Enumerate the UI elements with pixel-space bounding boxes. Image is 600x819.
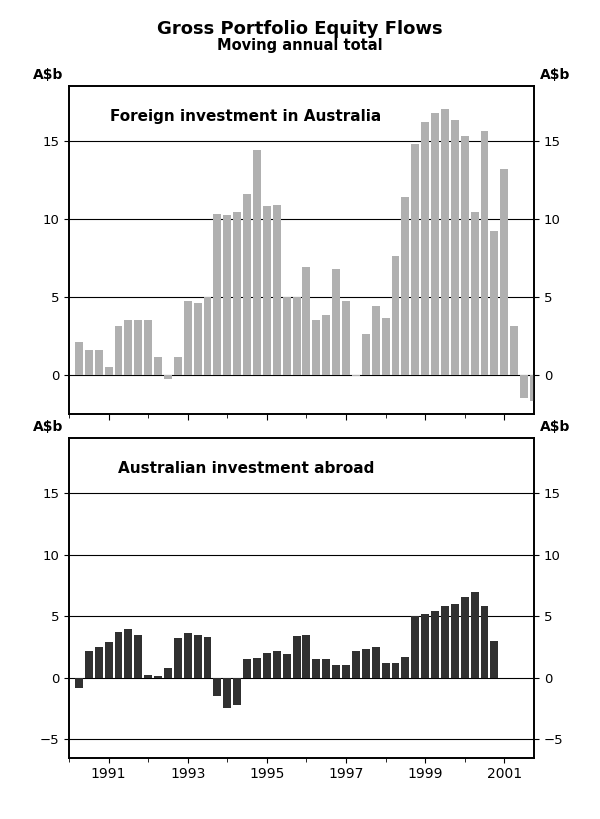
Bar xyxy=(283,654,290,678)
Bar xyxy=(342,665,350,678)
Bar xyxy=(362,334,370,374)
Bar xyxy=(302,267,310,374)
Bar xyxy=(115,326,122,374)
Bar xyxy=(233,678,241,704)
Bar xyxy=(124,629,133,678)
Bar xyxy=(203,296,211,374)
Bar xyxy=(481,606,488,678)
Text: A$b: A$b xyxy=(540,68,571,82)
Bar xyxy=(243,193,251,374)
Bar xyxy=(293,296,301,374)
Text: Moving annual total: Moving annual total xyxy=(217,38,383,53)
Bar xyxy=(322,659,330,678)
Bar xyxy=(342,301,350,374)
Bar xyxy=(134,635,142,678)
Bar xyxy=(540,374,548,384)
Bar xyxy=(352,374,360,376)
Bar xyxy=(500,169,508,374)
Bar xyxy=(451,120,459,374)
Bar xyxy=(332,665,340,678)
Bar xyxy=(253,150,261,374)
Text: A$b: A$b xyxy=(540,420,571,434)
Bar xyxy=(214,678,221,696)
Bar xyxy=(441,606,449,678)
Bar xyxy=(372,647,380,678)
Bar xyxy=(313,659,320,678)
Bar xyxy=(184,301,191,374)
Bar xyxy=(273,650,281,678)
Bar xyxy=(283,296,290,374)
Bar xyxy=(164,374,172,379)
Bar xyxy=(263,654,271,678)
Bar xyxy=(510,326,518,374)
Bar xyxy=(362,649,370,678)
Bar xyxy=(203,637,211,678)
Bar xyxy=(115,632,122,678)
Bar xyxy=(263,206,271,374)
Bar xyxy=(441,110,449,374)
Bar xyxy=(322,315,330,374)
Bar xyxy=(313,320,320,374)
Bar xyxy=(194,635,202,678)
Bar xyxy=(481,131,488,374)
Bar xyxy=(134,320,142,374)
Text: A$b: A$b xyxy=(32,68,63,82)
Bar xyxy=(164,668,172,678)
Bar xyxy=(412,616,419,678)
Bar xyxy=(431,112,439,374)
Bar xyxy=(144,675,152,678)
Bar xyxy=(302,635,310,678)
Bar xyxy=(382,319,389,374)
Bar xyxy=(412,143,419,374)
Bar xyxy=(392,256,400,374)
Bar xyxy=(332,269,340,374)
Bar xyxy=(174,357,182,374)
Bar xyxy=(253,658,261,678)
Bar xyxy=(85,350,93,374)
Bar xyxy=(530,374,538,401)
Bar xyxy=(461,596,469,678)
Bar xyxy=(421,122,429,374)
Bar xyxy=(104,367,113,374)
Bar xyxy=(520,374,528,398)
Bar xyxy=(194,303,202,374)
Bar xyxy=(75,342,83,374)
Bar xyxy=(104,642,113,678)
Bar xyxy=(95,647,103,678)
Bar xyxy=(431,611,439,678)
Bar xyxy=(490,640,499,678)
Bar xyxy=(124,320,133,374)
Bar xyxy=(392,663,400,678)
Bar xyxy=(273,205,281,374)
Bar xyxy=(243,659,251,678)
Bar xyxy=(421,614,429,678)
Bar xyxy=(154,357,162,374)
Bar xyxy=(85,650,93,678)
Text: Australian investment abroad: Australian investment abroad xyxy=(118,460,374,476)
Bar xyxy=(174,639,182,678)
Bar xyxy=(144,320,152,374)
Text: Foreign investment in Australia: Foreign investment in Australia xyxy=(110,109,382,124)
Bar xyxy=(214,214,221,374)
Bar xyxy=(461,136,469,374)
Bar xyxy=(401,657,409,678)
Bar xyxy=(470,212,479,374)
Bar xyxy=(293,636,301,678)
Bar xyxy=(223,678,231,708)
Bar xyxy=(154,676,162,678)
Bar xyxy=(223,215,231,374)
Bar xyxy=(95,350,103,374)
Bar xyxy=(233,212,241,374)
Text: Gross Portfolio Equity Flows: Gross Portfolio Equity Flows xyxy=(157,20,443,38)
Bar xyxy=(470,591,479,678)
Bar xyxy=(401,197,409,374)
Bar xyxy=(184,634,191,678)
Bar xyxy=(490,231,499,374)
Bar xyxy=(352,650,360,678)
Bar xyxy=(382,663,389,678)
Bar xyxy=(372,306,380,374)
Bar xyxy=(451,604,459,678)
Bar xyxy=(75,678,83,688)
Text: A$b: A$b xyxy=(32,420,63,434)
